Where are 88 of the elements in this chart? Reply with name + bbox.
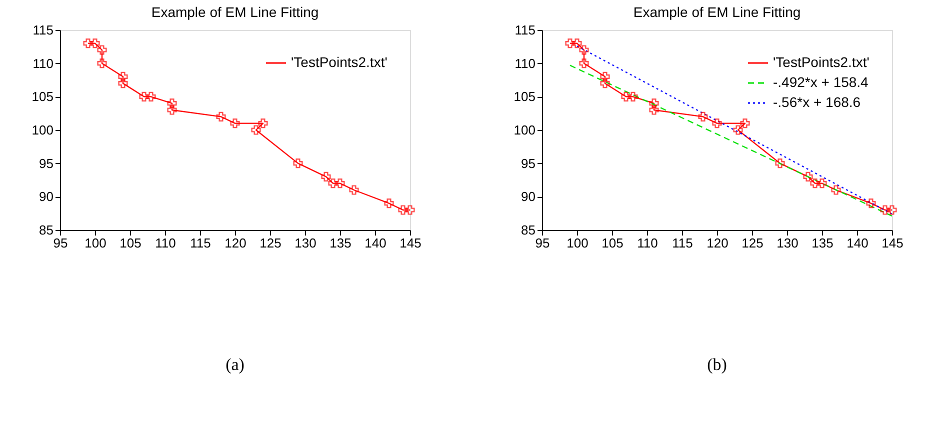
point xyxy=(831,185,841,195)
x-tick-label: 95 xyxy=(53,236,68,250)
point xyxy=(600,72,610,82)
x-tick-label: 125 xyxy=(742,236,764,250)
y-tick-label: 85 xyxy=(521,222,536,238)
point xyxy=(733,125,743,135)
x-tick-label: 115 xyxy=(672,236,693,250)
point xyxy=(649,105,659,115)
point xyxy=(803,172,813,182)
point xyxy=(621,92,631,102)
y-tick-label: 115 xyxy=(514,22,536,38)
x-tick-label: 140 xyxy=(846,236,868,250)
point xyxy=(251,125,261,135)
point xyxy=(817,178,827,188)
x-tick-label: 145 xyxy=(882,236,904,250)
point xyxy=(118,72,128,82)
point xyxy=(167,105,177,115)
point xyxy=(118,78,128,88)
point xyxy=(293,158,303,168)
x-tick-label: 135 xyxy=(812,236,834,250)
point xyxy=(628,92,638,102)
y-tick-label: 90 xyxy=(39,189,54,204)
point xyxy=(572,38,582,48)
x-tick-label: 105 xyxy=(120,236,142,250)
point xyxy=(216,112,226,122)
chart-title: Example of EM Line Fitting xyxy=(633,4,801,20)
point xyxy=(405,205,415,215)
y-tick-label: 100 xyxy=(32,122,54,138)
point xyxy=(167,98,177,108)
chart-title: Example of EM Line Fitting xyxy=(151,4,319,20)
y-tick-label: 105 xyxy=(32,89,54,104)
y-tick-label: 90 xyxy=(521,189,536,204)
y-tick-label: 115 xyxy=(32,22,54,38)
x-tick-label: 115 xyxy=(190,236,211,250)
x-tick-label: 145 xyxy=(400,236,422,250)
point xyxy=(866,198,876,208)
point xyxy=(649,98,659,108)
point xyxy=(887,205,897,215)
x-tick-label: 110 xyxy=(155,236,176,250)
y-tick-label: 110 xyxy=(514,56,536,71)
x-tick-label: 95 xyxy=(535,236,550,250)
point xyxy=(139,92,149,102)
point xyxy=(328,178,338,188)
x-tick-label: 125 xyxy=(260,236,282,250)
point xyxy=(90,38,100,48)
text: (b) xyxy=(707,355,727,374)
legend-label: 'TestPoints2.txt' xyxy=(773,54,870,70)
point xyxy=(810,178,820,188)
legend-label: 'TestPoints2.txt' xyxy=(291,54,388,70)
point xyxy=(258,118,268,128)
point xyxy=(775,158,785,168)
point xyxy=(321,172,331,182)
x-tick-label: 100 xyxy=(84,236,106,250)
x-tick-label: 130 xyxy=(776,236,798,250)
legend-label: -.492*x + 158.4 xyxy=(773,74,869,90)
point xyxy=(398,205,408,215)
point xyxy=(712,118,722,128)
point xyxy=(384,198,394,208)
y-tick-label: 100 xyxy=(514,122,536,138)
point xyxy=(230,118,240,128)
y-tick-label: 85 xyxy=(39,222,54,238)
point xyxy=(579,45,589,55)
point xyxy=(97,45,107,55)
x-tick-label: 120 xyxy=(224,236,246,250)
point xyxy=(880,205,890,215)
point xyxy=(335,178,345,188)
point xyxy=(83,38,93,48)
x-tick-label: 135 xyxy=(330,236,352,250)
x-tick-label: 105 xyxy=(602,236,624,250)
point xyxy=(565,38,575,48)
x-tick-label: 120 xyxy=(706,236,728,250)
x-tick-label: 130 xyxy=(294,236,316,250)
point xyxy=(698,112,708,122)
point xyxy=(579,58,589,68)
y-tick-label: 95 xyxy=(39,156,54,171)
point xyxy=(146,92,156,102)
y-tick-label: 95 xyxy=(521,156,536,171)
x-tick-label: 100 xyxy=(566,236,588,250)
text: (a) xyxy=(226,355,244,374)
point xyxy=(600,78,610,88)
point xyxy=(97,58,107,68)
y-tick-label: 105 xyxy=(514,89,536,104)
x-tick-label: 110 xyxy=(637,236,658,250)
point xyxy=(740,118,750,128)
point xyxy=(349,185,359,195)
y-tick-label: 110 xyxy=(32,56,54,71)
legend-label: -.56*x + 168.6 xyxy=(773,94,861,110)
x-tick-label: 140 xyxy=(364,236,386,250)
